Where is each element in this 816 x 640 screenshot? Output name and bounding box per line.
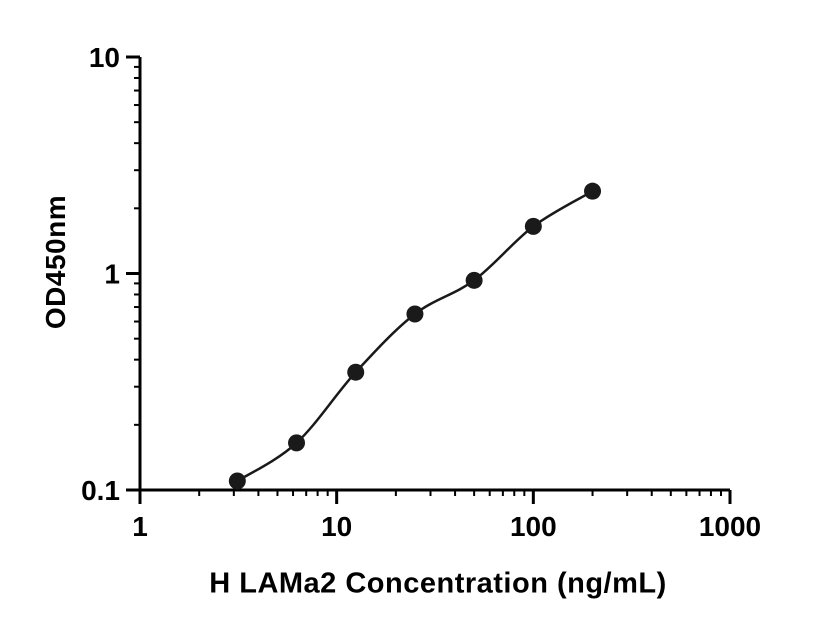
data-point [524,217,542,235]
x-axis-label: H LAMa2 Concentration (ng/mL) [209,567,667,600]
y-tick-label: 0.1 [81,475,120,506]
y-tick-label: 1 [104,259,120,290]
x-tick-label: 10 [321,511,352,542]
data-point [465,271,483,289]
data-point [228,472,246,490]
x-tick-label: 100 [510,511,557,542]
data-point [406,305,424,323]
data-point [288,434,306,452]
x-tick-label: 1 [132,511,148,542]
data-point [347,363,365,381]
data-point [584,182,602,200]
y-tick-label: 10 [89,42,120,73]
y-axis-label: OD450nm [40,194,71,330]
x-tick-label: 1000 [699,511,761,542]
